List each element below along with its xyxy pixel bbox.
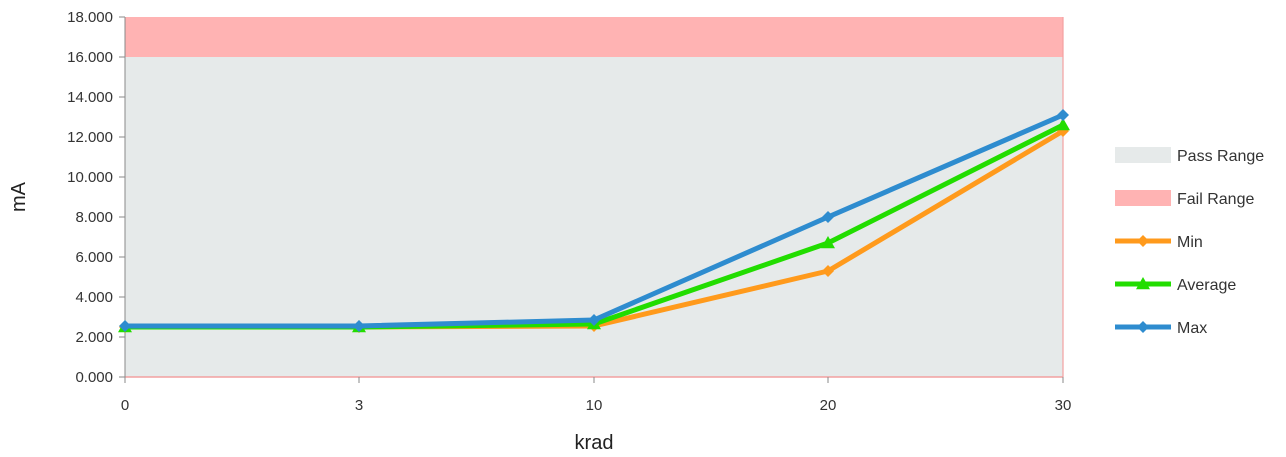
series-max [119,109,1069,332]
x-tick-label: 3 [355,397,363,414]
x-axis: 0 3 10 20 30 [121,377,1072,414]
x-axis-title: krad [575,432,614,454]
legend-marker [1137,321,1149,333]
average-point [821,236,835,249]
legend-item-max: Max [1115,320,1207,337]
legend-item-min: Min [1115,234,1203,251]
legend-swatch [1115,147,1171,163]
legend: Pass Range Fail Range Min Average Max [1115,147,1264,337]
y-tick-label: 12.000 [67,129,113,146]
legend-marker [1137,235,1149,247]
x-tick-label: 10 [586,397,603,414]
y-tick-label: 10.000 [67,169,113,186]
legend-swatch [1115,190,1171,206]
y-tick-label: 4.000 [75,289,113,306]
legend-marker [1136,277,1150,290]
legend-label: Average [1177,277,1236,294]
y-tick-label: 0.000 [75,369,113,386]
legend-label: Pass Range [1177,148,1264,165]
max-point [822,211,834,223]
legend-item-pass-range: Pass Range [1115,147,1264,165]
max-point [119,320,131,332]
y-tick-label: 6.000 [75,249,113,266]
y-tick-label: 8.000 [75,209,113,226]
x-tick-label: 20 [820,397,837,414]
x-tick-label: 0 [121,397,129,414]
y-tick-label: 2.000 [75,329,113,346]
legend-label: Max [1177,320,1207,337]
y-tick-label: 14.000 [67,89,113,106]
y-tick-label: 16.000 [67,49,113,66]
legend-item-fail-range: Fail Range [1115,190,1254,208]
max-point [588,314,600,326]
legend-label: Min [1177,234,1203,251]
y-axis: 0.000 2.000 4.000 6.000 8.000 10.000 12.000 14.… [67,9,126,386]
fail-range-band [125,17,1063,57]
max-point [1057,109,1069,121]
x-tick-label: 30 [1055,397,1072,414]
legend-label: Fail Range [1177,191,1254,208]
max-point [353,320,365,332]
legend-item-average: Average [1115,277,1236,294]
min-point [822,265,834,277]
average-point [1056,118,1070,131]
y-tick-label: 18.000 [67,9,113,26]
y-axis-title: mA [8,181,30,212]
series-group [118,109,1070,333]
